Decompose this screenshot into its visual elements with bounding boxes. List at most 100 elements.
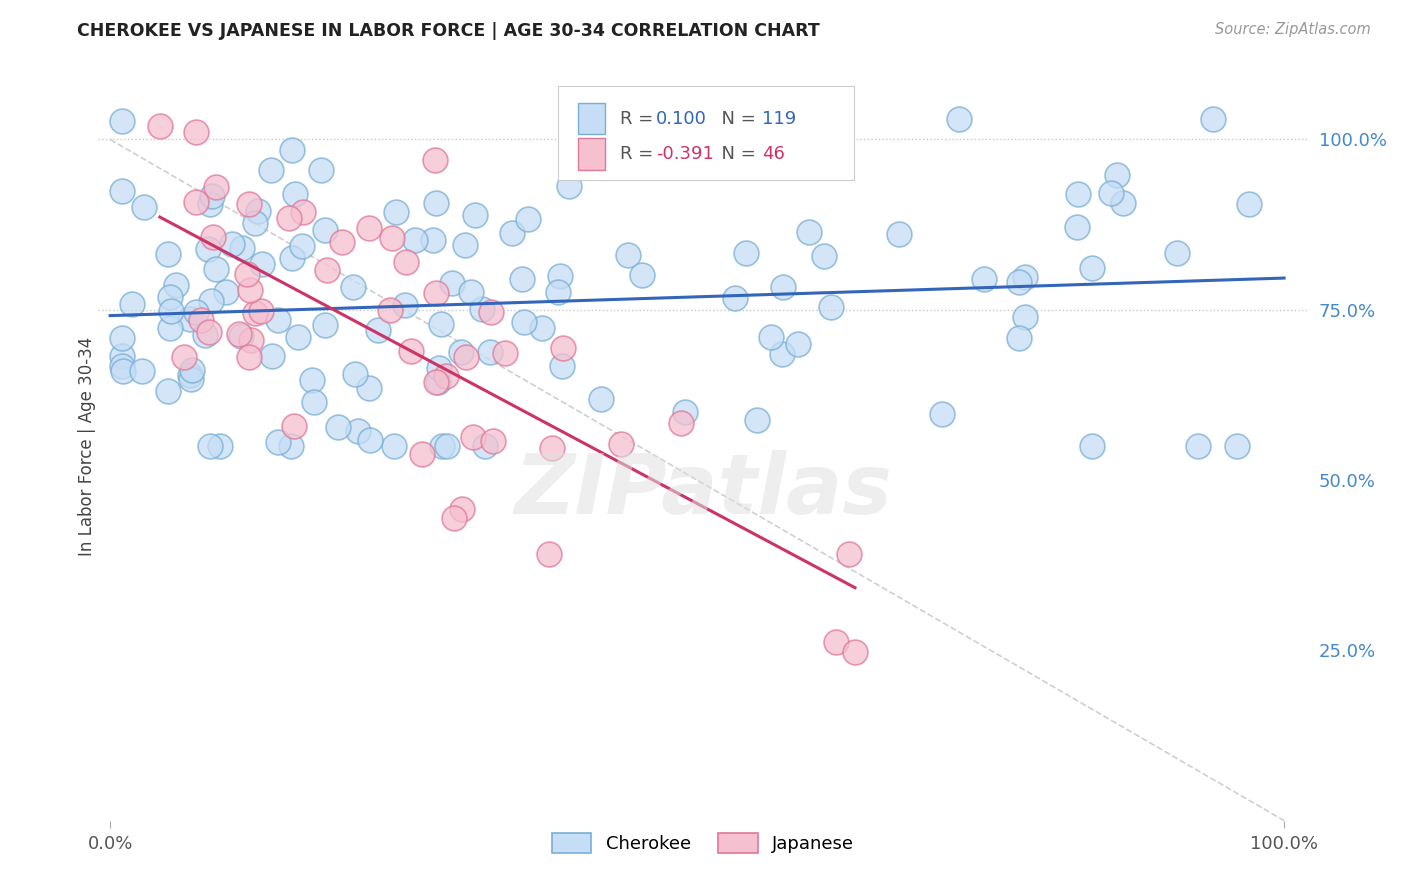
FancyBboxPatch shape xyxy=(578,103,605,135)
Point xyxy=(382,439,405,453)
Point xyxy=(238,351,260,365)
Point xyxy=(1202,112,1225,126)
Point xyxy=(479,304,502,318)
Point xyxy=(451,502,474,516)
Point xyxy=(315,262,337,277)
Point xyxy=(471,302,494,317)
Point xyxy=(394,298,416,312)
Point xyxy=(844,645,866,659)
Point xyxy=(422,233,444,247)
Point xyxy=(314,223,336,237)
Point xyxy=(813,249,835,263)
Point xyxy=(550,359,572,374)
Point xyxy=(799,225,821,239)
Point xyxy=(132,200,155,214)
Point xyxy=(464,208,486,222)
Point xyxy=(460,285,482,299)
Point xyxy=(278,211,301,226)
Point xyxy=(425,375,447,389)
Point xyxy=(558,178,581,193)
Point xyxy=(481,434,503,449)
Point xyxy=(228,326,250,341)
Point xyxy=(201,189,224,203)
Point xyxy=(381,231,404,245)
Point xyxy=(284,186,307,201)
Point xyxy=(160,304,183,318)
Point xyxy=(401,343,423,358)
Point xyxy=(1014,269,1036,284)
Point xyxy=(205,179,228,194)
Point xyxy=(197,325,219,339)
Point xyxy=(547,285,569,299)
Point xyxy=(1099,186,1122,201)
Point xyxy=(231,242,253,256)
Point xyxy=(359,433,381,447)
Point xyxy=(208,439,231,453)
Point xyxy=(236,267,259,281)
Point xyxy=(159,321,181,335)
Point xyxy=(249,303,271,318)
Point xyxy=(378,303,401,318)
Point xyxy=(280,439,302,453)
Point xyxy=(357,381,380,395)
Point xyxy=(281,251,304,265)
Point xyxy=(631,268,654,283)
Point xyxy=(179,368,201,383)
Point xyxy=(973,272,995,286)
Text: Source: ZipAtlas.com: Source: ZipAtlas.com xyxy=(1215,22,1371,37)
Point xyxy=(200,439,222,453)
Text: R =: R = xyxy=(620,145,658,162)
Point xyxy=(1066,187,1088,202)
Point xyxy=(1237,196,1260,211)
Point xyxy=(1107,168,1129,182)
Point xyxy=(541,441,564,455)
Text: 46: 46 xyxy=(762,145,785,162)
Point xyxy=(231,329,253,343)
Point xyxy=(404,233,426,247)
Point xyxy=(423,153,446,167)
Point xyxy=(1166,245,1188,260)
Text: -0.391: -0.391 xyxy=(655,145,714,162)
Point xyxy=(610,437,633,451)
Point xyxy=(112,364,135,378)
Point xyxy=(425,285,447,300)
Text: 119: 119 xyxy=(762,110,796,128)
Point xyxy=(111,331,134,345)
Point xyxy=(291,205,314,219)
Point xyxy=(184,305,207,319)
Point xyxy=(461,430,484,444)
Point xyxy=(250,257,273,271)
Point xyxy=(186,195,208,210)
Point xyxy=(190,312,212,326)
Point xyxy=(537,548,560,562)
Point xyxy=(440,277,463,291)
Point xyxy=(530,321,553,335)
Point xyxy=(262,349,284,363)
Point xyxy=(165,278,187,293)
Point xyxy=(385,205,408,219)
FancyBboxPatch shape xyxy=(578,138,605,169)
Point xyxy=(474,439,496,453)
Point xyxy=(887,227,910,241)
Point xyxy=(1187,439,1209,453)
Point xyxy=(770,347,793,361)
Point xyxy=(283,419,305,434)
Point xyxy=(724,291,747,305)
Point xyxy=(243,216,266,230)
Point xyxy=(825,634,848,648)
Text: CHEROKEE VS JAPANESE IN LABOR FORCE | AGE 30-34 CORRELATION CHART: CHEROKEE VS JAPANESE IN LABOR FORCE | AG… xyxy=(77,22,820,40)
Point xyxy=(202,230,225,244)
Text: 0.100: 0.100 xyxy=(655,110,707,128)
Point xyxy=(330,235,353,249)
Point xyxy=(411,447,433,461)
Point xyxy=(359,220,381,235)
Point xyxy=(367,323,389,337)
Point xyxy=(430,318,453,332)
Point xyxy=(156,384,179,398)
Point xyxy=(111,184,134,198)
Point xyxy=(931,407,953,421)
Point xyxy=(436,439,458,453)
Point xyxy=(200,196,222,211)
Point xyxy=(510,272,533,286)
Point xyxy=(179,312,201,326)
